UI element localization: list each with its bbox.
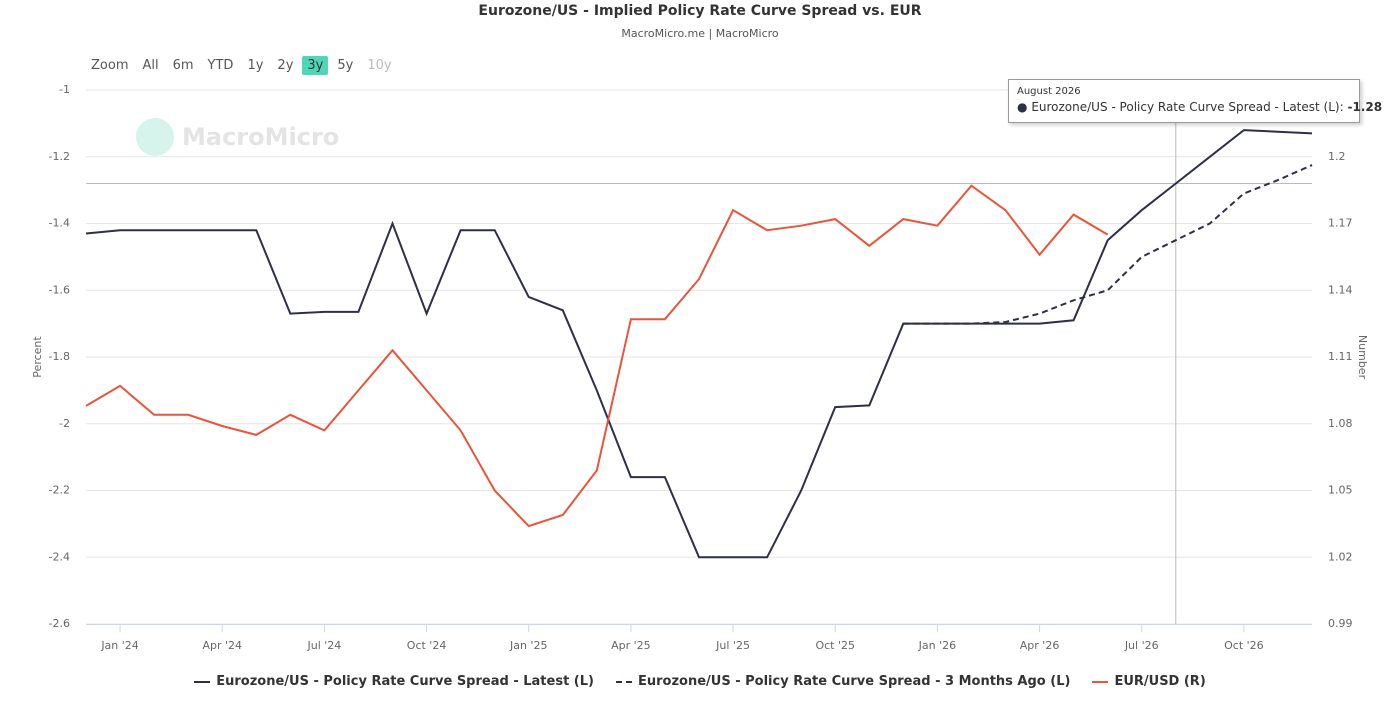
x-tick-label: Jul '25 xyxy=(715,639,750,652)
y2-axis-label: Number xyxy=(1356,335,1369,380)
legend-item[interactable]: Eurozone/US - Policy Rate Curve Spread -… xyxy=(615,674,1071,689)
tooltip-line: ● Eurozone/US - Policy Rate Curve Spread… xyxy=(1017,100,1383,114)
y-tick-label: -1.2 xyxy=(49,150,70,163)
x-tick-label: Apr '24 xyxy=(202,639,242,652)
legend: Eurozone/US - Policy Rate Curve Spread -… xyxy=(0,674,1400,689)
y2-tick-label: 1.05 xyxy=(1328,484,1353,497)
tooltip-label: Eurozone/US - Policy Rate Curve Spread -… xyxy=(1031,100,1344,114)
legend-swatch xyxy=(615,680,632,683)
y-tick-label: -2.2 xyxy=(49,484,70,497)
x-tick-label: Jan '24 xyxy=(100,639,138,652)
y2-tick-label: 1.11 xyxy=(1328,350,1353,363)
legend-label: Eurozone/US - Policy Rate Curve Spread -… xyxy=(637,674,1071,689)
y2-tick-label: 1.02 xyxy=(1328,550,1353,563)
series-line xyxy=(85,184,1109,528)
tooltip: August 2026 ● Eurozone/US - Policy Rate … xyxy=(1008,79,1383,123)
y2-tick-label: 1.14 xyxy=(1328,283,1353,296)
legend-label: EUR/USD (R) xyxy=(1114,674,1206,689)
legend-swatch xyxy=(194,680,211,683)
series-line xyxy=(903,164,1313,325)
x-tick-label: Jul '26 xyxy=(1124,639,1159,652)
series-line xyxy=(85,129,1313,559)
tooltip-title: August 2026 xyxy=(1017,86,1081,97)
x-tick-label: Apr '26 xyxy=(1020,639,1060,652)
range-button[interactable]: 2y xyxy=(277,58,294,73)
y-tick-label: -1.8 xyxy=(49,350,70,363)
y2-tick-label: 1.17 xyxy=(1328,217,1353,230)
y-axis-label: Percent xyxy=(31,336,44,378)
y-tick-label: -1 xyxy=(59,83,70,96)
y-tick-label: -1.4 xyxy=(49,217,70,230)
range-button[interactable]: 6m xyxy=(172,58,194,73)
range-button[interactable]: 1y xyxy=(247,58,264,73)
legend-item[interactable]: Eurozone/US - Policy Rate Curve Spread -… xyxy=(194,674,594,689)
range-button[interactable]: All xyxy=(142,58,159,73)
legend-swatch xyxy=(1092,680,1109,683)
y-tick-label: -2.6 xyxy=(49,617,70,630)
y-tick-label: -2.4 xyxy=(49,550,70,563)
watermark-icon xyxy=(136,118,174,156)
x-tick-label: Jul '24 xyxy=(306,639,341,652)
range-button[interactable]: 3y xyxy=(302,56,329,75)
tooltip-value: -1.28 xyxy=(1347,100,1383,114)
y2-tick-label: 1.2 xyxy=(1328,150,1346,163)
y-tick-label: -2 xyxy=(59,417,70,430)
x-tick-label: Oct '25 xyxy=(815,639,855,652)
chart-title: Eurozone/US - Implied Policy Rate Curve … xyxy=(478,3,921,19)
chart-subtitle: MacroMicro.me | MacroMicro xyxy=(621,27,779,40)
x-tick-label: Oct '26 xyxy=(1224,639,1264,652)
range-button[interactable]: 10y xyxy=(367,58,392,73)
range-button[interactable]: YTD xyxy=(207,58,234,73)
legend-item[interactable]: EUR/USD (R) xyxy=(1092,674,1206,689)
y-tick-label: -1.6 xyxy=(49,283,70,296)
y2-tick-label: 0.99 xyxy=(1328,617,1353,630)
y2-tick-label: 1.08 xyxy=(1328,417,1353,430)
range-selector: Zoom All 6m YTD 1y 2y 3y 5y 10y xyxy=(86,56,397,75)
x-tick-label: Oct '24 xyxy=(407,639,447,652)
x-tick-label: Jan '25 xyxy=(509,639,547,652)
x-tick-label: Apr '25 xyxy=(611,639,651,652)
x-tick-label: Jan '26 xyxy=(918,639,956,652)
range-button[interactable]: 5y xyxy=(337,58,354,73)
watermark: MacroMicro xyxy=(182,123,339,151)
range-label: Zoom xyxy=(91,58,129,73)
legend-label: Eurozone/US - Policy Rate Curve Spread -… xyxy=(216,674,594,689)
